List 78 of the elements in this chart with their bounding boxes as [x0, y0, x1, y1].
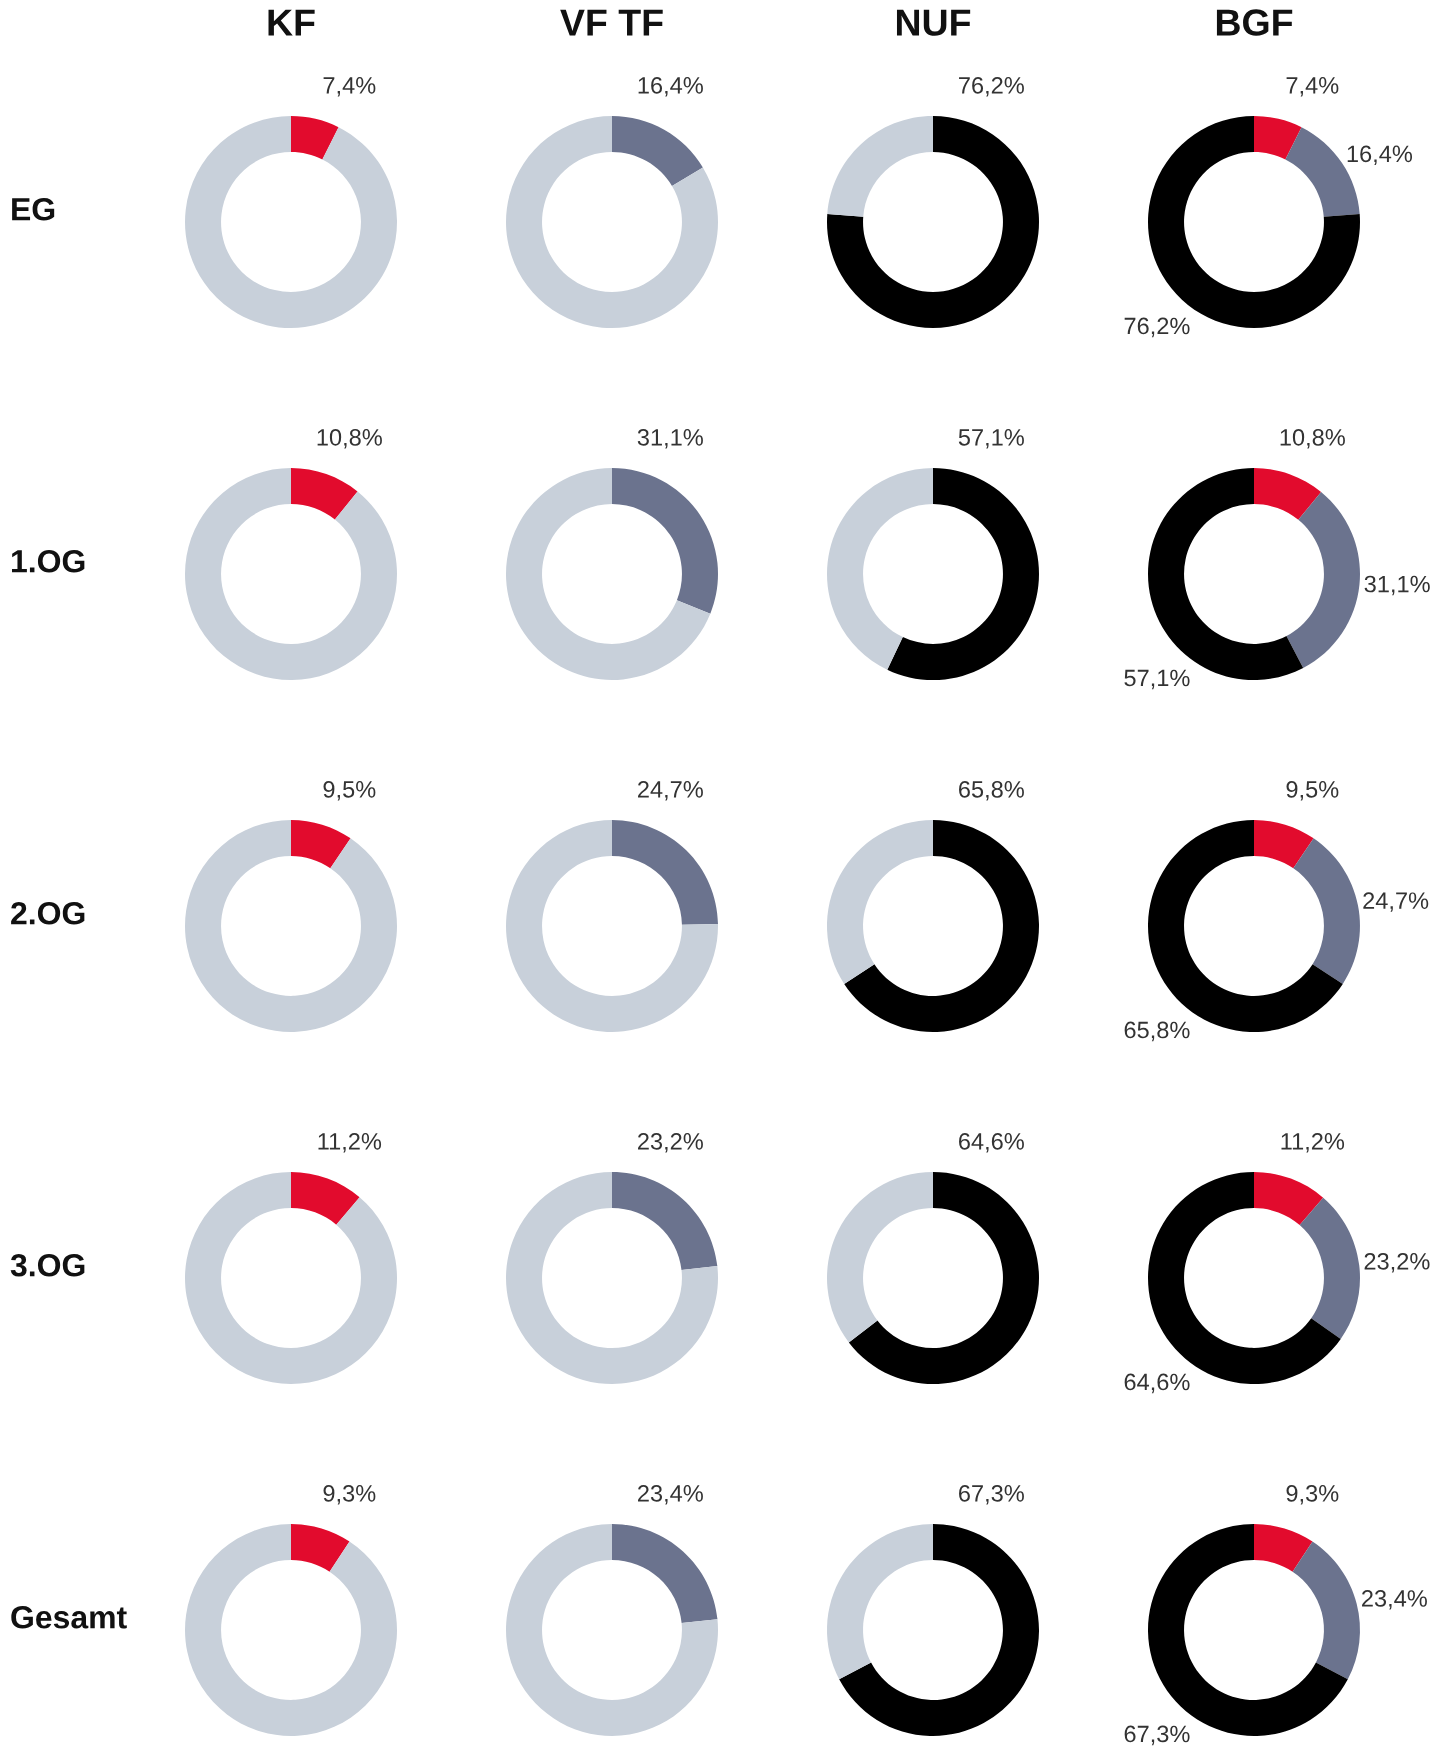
- donut-slice: [839, 1524, 1039, 1736]
- data-label: 31,1%: [1364, 575, 1430, 596]
- donut-slice: [185, 820, 397, 1032]
- data-label: 64,6%: [959, 1133, 1024, 1153]
- donut-slice: [1286, 491, 1360, 668]
- donut-slice: [185, 468, 397, 680]
- chart-title: BGF: [1216, 9, 1293, 36]
- data-label: 67,3%: [1124, 1725, 1190, 1746]
- donut-slice: [1254, 1172, 1324, 1225]
- data-label: 23,4%: [638, 1485, 703, 1505]
- data-label: 65,8%: [1124, 1021, 1190, 1042]
- donut-slice: [827, 468, 933, 670]
- donut-slice: [827, 1172, 933, 1343]
- donut-slice: [827, 116, 1039, 328]
- data-label: 67,3%: [959, 1485, 1024, 1505]
- data-label: 65,8%: [959, 781, 1024, 801]
- donut-slice: [1292, 1541, 1360, 1680]
- data-label: 11,2%: [1281, 1133, 1345, 1153]
- donut-slice: [291, 820, 351, 869]
- data-label: 9,3%: [1286, 1485, 1339, 1505]
- donut-slice: [291, 1172, 360, 1225]
- donut-slice: [185, 116, 397, 328]
- donut-slice: [612, 820, 718, 925]
- data-label: 23,2%: [1364, 1252, 1430, 1273]
- donut-slice: [185, 1172, 397, 1384]
- data-label: 57,1%: [958, 429, 1024, 449]
- text: 2.OG: [11, 901, 85, 925]
- data-label: 76,2%: [1124, 317, 1190, 338]
- data-label: 57,1%: [1124, 669, 1190, 690]
- chart-title: KF: [268, 9, 315, 36]
- data-label: 7,4%: [323, 77, 376, 97]
- donut-slice: [612, 116, 703, 187]
- chart-title: VF TF: [560, 9, 663, 36]
- donut-slice: [506, 116, 718, 328]
- donut-slice: [612, 1172, 718, 1271]
- data-label: 9,5%: [1286, 781, 1339, 801]
- donut-slice: [1254, 1524, 1313, 1572]
- data-label: 23,4%: [1362, 1590, 1427, 1610]
- data-label: 16,4%: [638, 77, 703, 97]
- data-label: 24,7%: [1363, 892, 1429, 912]
- donut-slice: [506, 820, 718, 1032]
- donut-slice: [848, 1172, 1039, 1384]
- text: EG: [12, 197, 55, 221]
- donut-slice: [1293, 838, 1360, 984]
- text: Gesamt: [11, 1605, 127, 1629]
- data-label: 31,1%: [637, 429, 703, 449]
- text: 1.OG: [12, 549, 85, 573]
- donut-slice: [506, 1172, 718, 1384]
- donut-slice: [827, 116, 933, 217]
- data-label: 10,8%: [1280, 429, 1345, 449]
- donut-slice: [1254, 116, 1302, 160]
- donut-slice: [291, 116, 339, 160]
- donut-slice: [291, 468, 358, 520]
- donut-slice: [1254, 468, 1322, 520]
- donut-slice: [185, 1524, 397, 1736]
- donut-slice: [844, 820, 1039, 1032]
- donut-slice: [827, 820, 933, 984]
- data-label: 10,8%: [317, 429, 382, 449]
- data-label: 9,5%: [323, 781, 376, 801]
- donut-slice: [887, 468, 1039, 680]
- donut-slice: [506, 1524, 718, 1736]
- donut-slice: [1299, 1197, 1360, 1339]
- data-label: 23,2%: [638, 1133, 703, 1153]
- data-label: 11,2%: [318, 1133, 382, 1153]
- donut-slice: [291, 1524, 350, 1572]
- donut-slice: [612, 1524, 718, 1623]
- donut-slice: [612, 468, 718, 614]
- chart-title: NUF: [896, 9, 971, 36]
- data-label: 76,2%: [959, 77, 1024, 97]
- data-label: 24,7%: [638, 781, 703, 801]
- data-label: 7,4%: [1286, 77, 1339, 97]
- data-label: 64,6%: [1124, 1373, 1190, 1394]
- donut-slice: [1254, 820, 1314, 869]
- text: 3.OG: [10, 1253, 85, 1277]
- data-label: 9,3%: [323, 1485, 376, 1505]
- donut-slice: [827, 1524, 933, 1680]
- data-label: 16,4%: [1347, 145, 1413, 166]
- donut-slice: [506, 468, 711, 680]
